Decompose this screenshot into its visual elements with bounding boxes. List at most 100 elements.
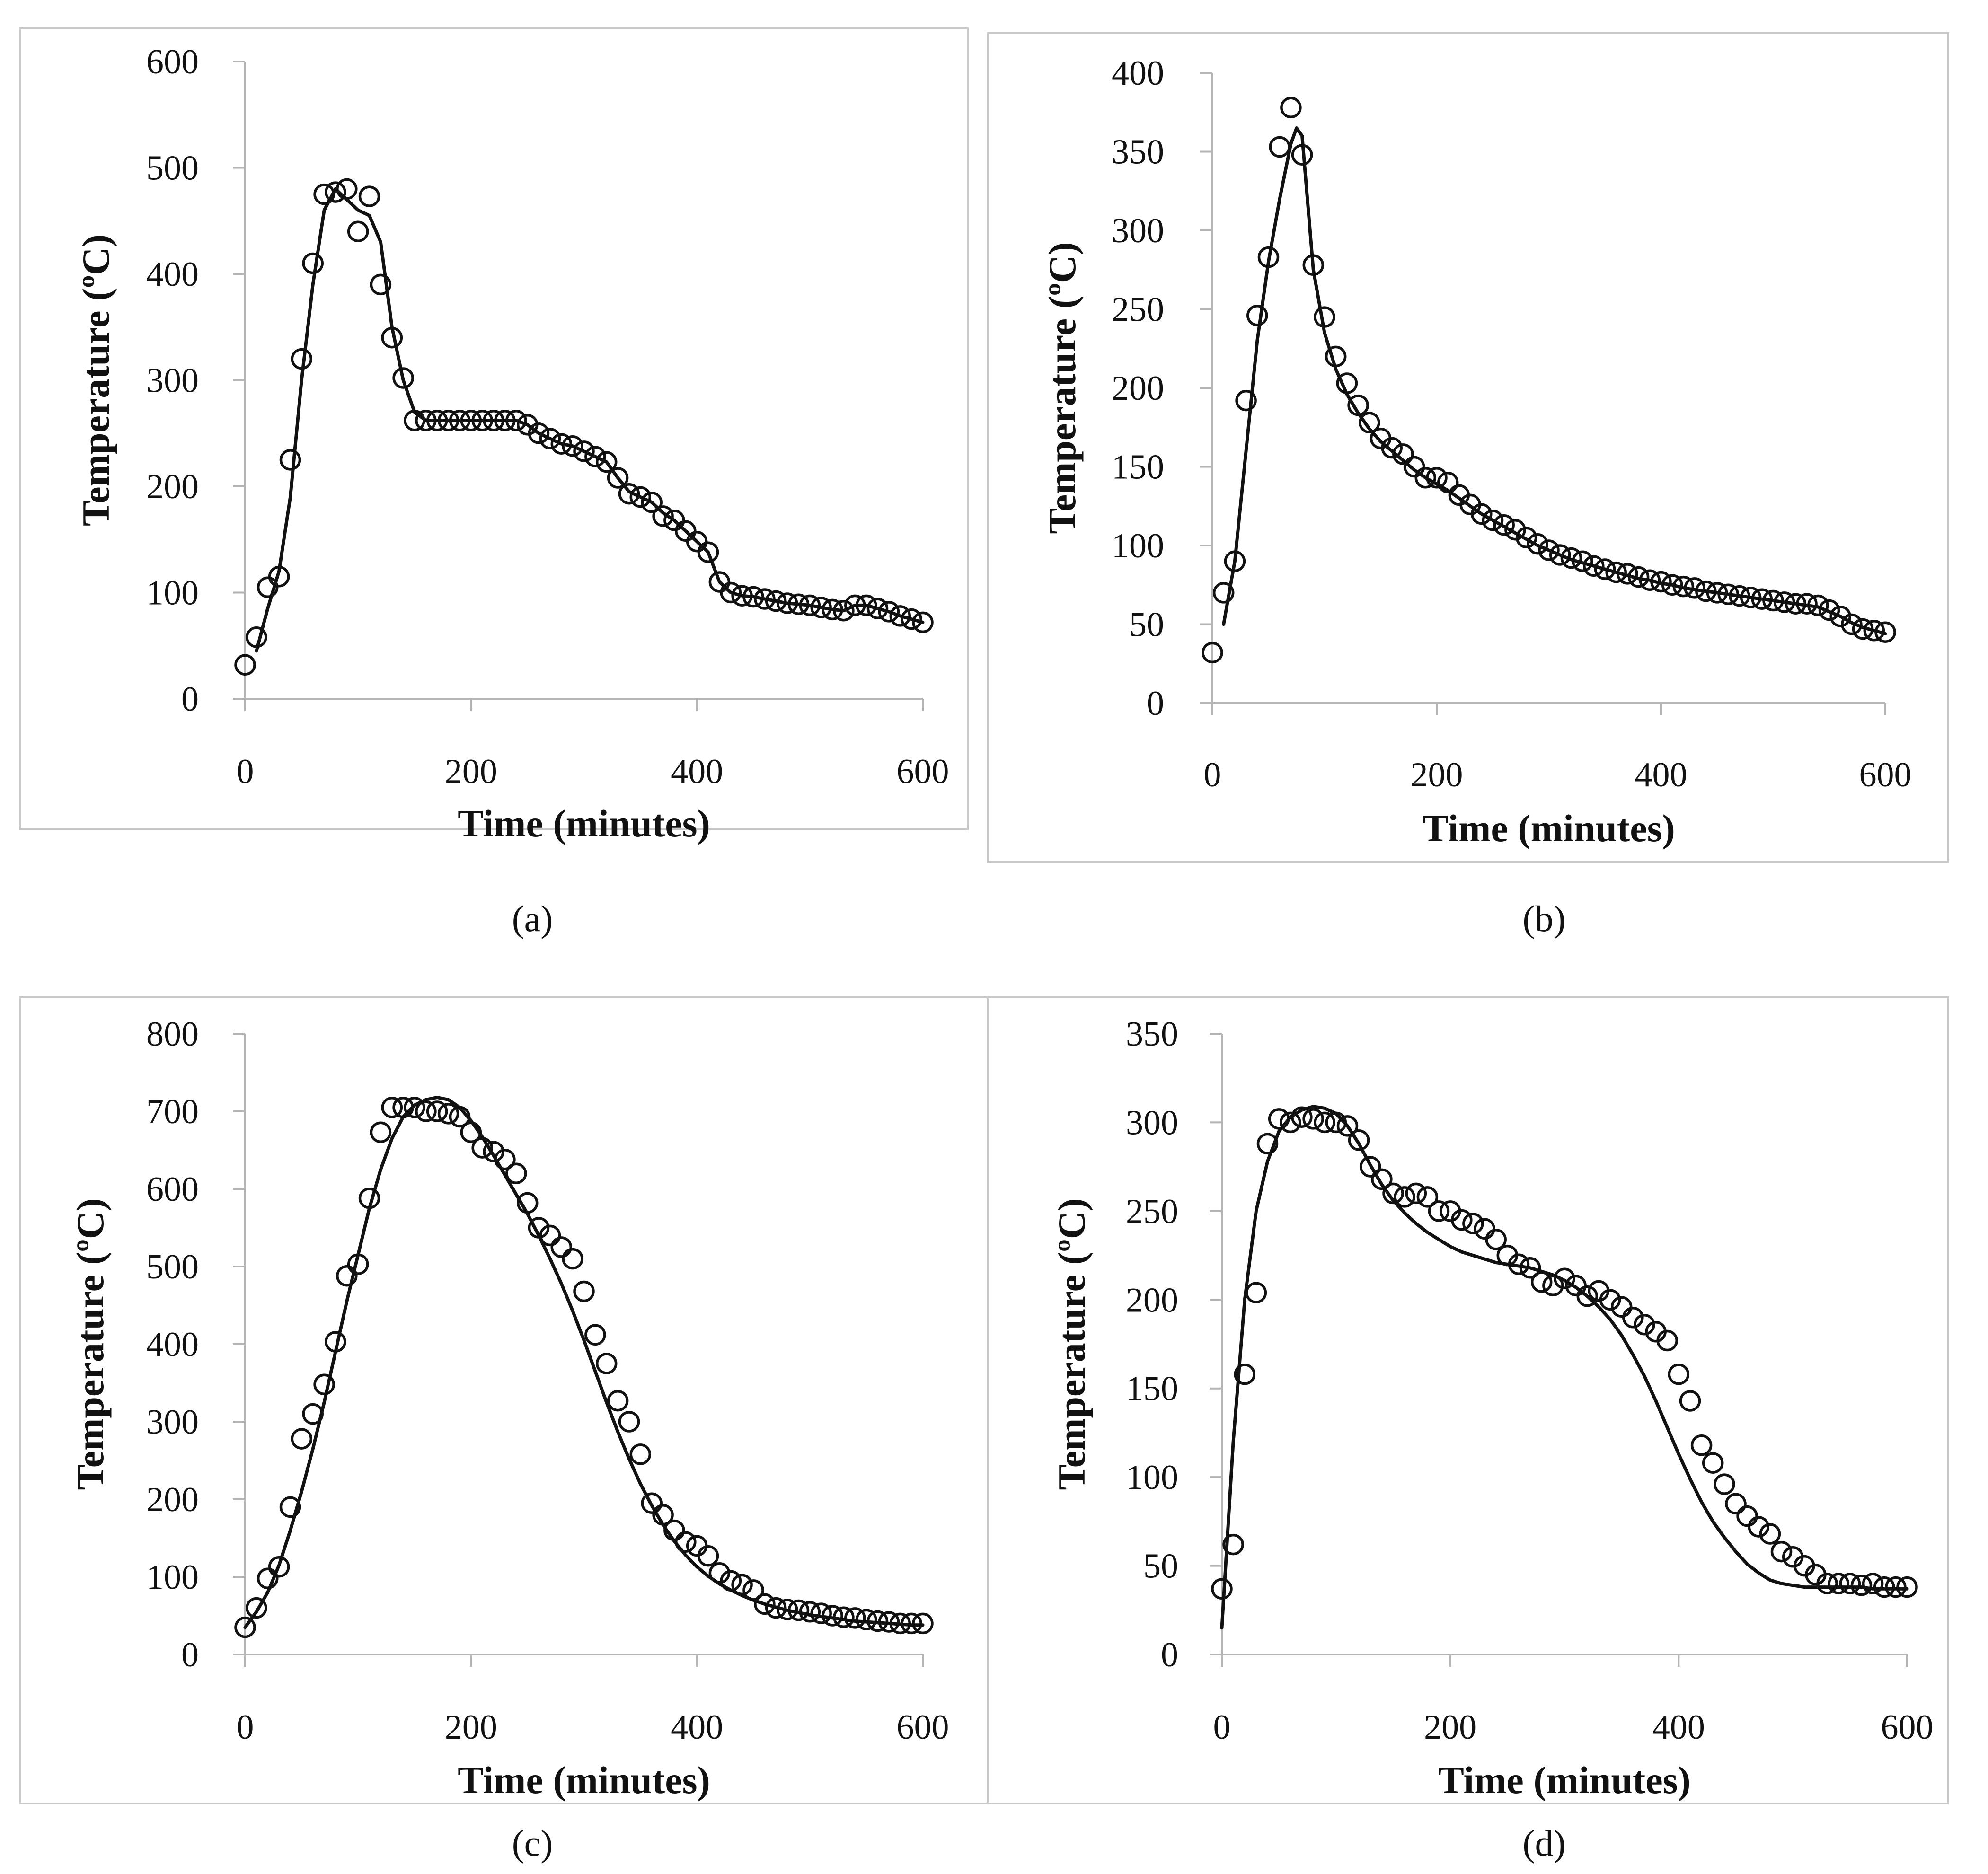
measured-point xyxy=(1594,558,1616,580)
x-tick-label: 0 xyxy=(1204,756,1221,794)
measured-point xyxy=(844,594,866,616)
measured-point xyxy=(1816,1573,1838,1594)
measured-point xyxy=(449,410,471,431)
measured-point xyxy=(1605,561,1627,583)
measured-point xyxy=(347,1253,369,1275)
measured-point xyxy=(302,252,324,274)
measured-point xyxy=(663,1519,685,1541)
measured-point xyxy=(889,1612,911,1635)
measured-point xyxy=(426,410,448,431)
measured-point xyxy=(901,1612,922,1635)
measured-point xyxy=(1325,345,1347,368)
measured-point xyxy=(1462,1213,1484,1234)
measured-point xyxy=(1280,97,1302,119)
panel-d: 0 50 100 150 200 250 300 350 0 200 400 600 Time (min… xyxy=(987,996,1949,1864)
measured-point xyxy=(562,435,583,457)
measured-point xyxy=(1679,1390,1701,1412)
measured-point xyxy=(1576,1285,1599,1307)
measured-point xyxy=(1839,1573,1861,1594)
measured-point xyxy=(1656,1329,1678,1352)
y-tick-label: 400 xyxy=(1112,54,1164,93)
measured-point xyxy=(1222,1533,1244,1556)
measured-point xyxy=(1617,563,1638,585)
measured-point xyxy=(1599,1289,1621,1311)
measured-point xyxy=(573,440,595,462)
measured-point xyxy=(1770,1540,1793,1563)
y-tick-label: 800 xyxy=(146,1015,199,1054)
measured-point xyxy=(1885,1576,1907,1598)
measured-point xyxy=(1690,1434,1713,1456)
measured-point xyxy=(1291,1106,1313,1128)
measured-point xyxy=(1639,569,1661,591)
measured-point xyxy=(539,428,561,449)
measured-point xyxy=(313,1373,335,1396)
measured-point xyxy=(652,1504,674,1526)
measured-point xyxy=(652,505,674,527)
measured-point xyxy=(866,598,889,619)
measured-point xyxy=(460,1121,482,1144)
measured-point xyxy=(1627,566,1650,588)
y-tick-label: 300 xyxy=(1112,211,1164,250)
measured-point xyxy=(1451,1209,1473,1231)
measured-point xyxy=(1257,246,1280,268)
measured-point xyxy=(1862,1573,1884,1594)
x-tick-label: 400 xyxy=(1635,756,1688,794)
y-tick-label: 0 xyxy=(181,680,199,719)
measured-point xyxy=(291,348,313,370)
measured-point xyxy=(437,1103,459,1125)
measured-point xyxy=(1622,1307,1644,1329)
measured-point xyxy=(1714,1473,1735,1495)
measured-point xyxy=(1515,527,1537,549)
measured-point xyxy=(629,1443,652,1465)
measured-point xyxy=(1224,550,1246,572)
x-tick-label: 200 xyxy=(445,1708,497,1747)
measured-point xyxy=(1246,305,1268,326)
measured-point xyxy=(381,1097,403,1118)
x-tick-label: 200 xyxy=(1424,1708,1476,1747)
y-tick-label: 300 xyxy=(146,1403,199,1442)
panel-frame xyxy=(987,32,1949,863)
measured-point xyxy=(1702,1452,1724,1474)
measured-point xyxy=(1519,1257,1541,1279)
y-axis-title: Temperature (ºC) xyxy=(74,234,117,526)
measured-point xyxy=(1314,306,1335,328)
measured-point xyxy=(494,410,516,431)
measured-point xyxy=(505,1162,527,1184)
measured-point xyxy=(347,220,369,242)
measured-point xyxy=(1874,621,1896,643)
measured-point xyxy=(437,410,459,431)
measured-point xyxy=(279,449,301,471)
measured-point xyxy=(449,1106,471,1128)
measured-point xyxy=(1359,1156,1381,1178)
measured-point xyxy=(1211,1578,1233,1600)
measured-point xyxy=(1474,1218,1495,1240)
measured-point xyxy=(1493,514,1515,536)
x-axis-title: Time (minutes) xyxy=(1438,1759,1691,1802)
measured-point xyxy=(1394,1186,1415,1208)
measured-point xyxy=(1403,456,1425,478)
measured-point xyxy=(1852,618,1874,640)
measured-point xyxy=(686,530,708,553)
measured-point xyxy=(1610,1296,1633,1318)
y-tick-label: 500 xyxy=(146,1248,199,1286)
measured-point xyxy=(799,1601,821,1623)
panel-label: (a) xyxy=(512,898,553,939)
y-tick-label: 0 xyxy=(1161,1636,1178,1674)
measured-point xyxy=(494,1148,516,1170)
measured-point xyxy=(528,1217,550,1239)
measured-point xyxy=(641,1492,663,1514)
measured-point xyxy=(697,541,719,563)
panel-a: 0 100 200 300 400 500 600 0 200 400 600 Time (minut… xyxy=(19,27,969,939)
measured-point xyxy=(1740,587,1762,608)
measured-point xyxy=(325,1331,346,1353)
x-tick-label: 0 xyxy=(237,752,254,791)
measured-point xyxy=(392,367,414,389)
measured-point xyxy=(1426,467,1448,489)
measured-point xyxy=(844,1607,866,1629)
y-tick-label: 200 xyxy=(146,467,199,506)
measured-point xyxy=(573,1280,595,1302)
measured-point xyxy=(550,1236,573,1258)
panel-b: 0 50 100 150 200 250 300 350 400 0 200 400 600 Time (… xyxy=(987,32,1949,939)
measured-point xyxy=(1785,593,1807,615)
measured-point xyxy=(1382,1182,1404,1205)
